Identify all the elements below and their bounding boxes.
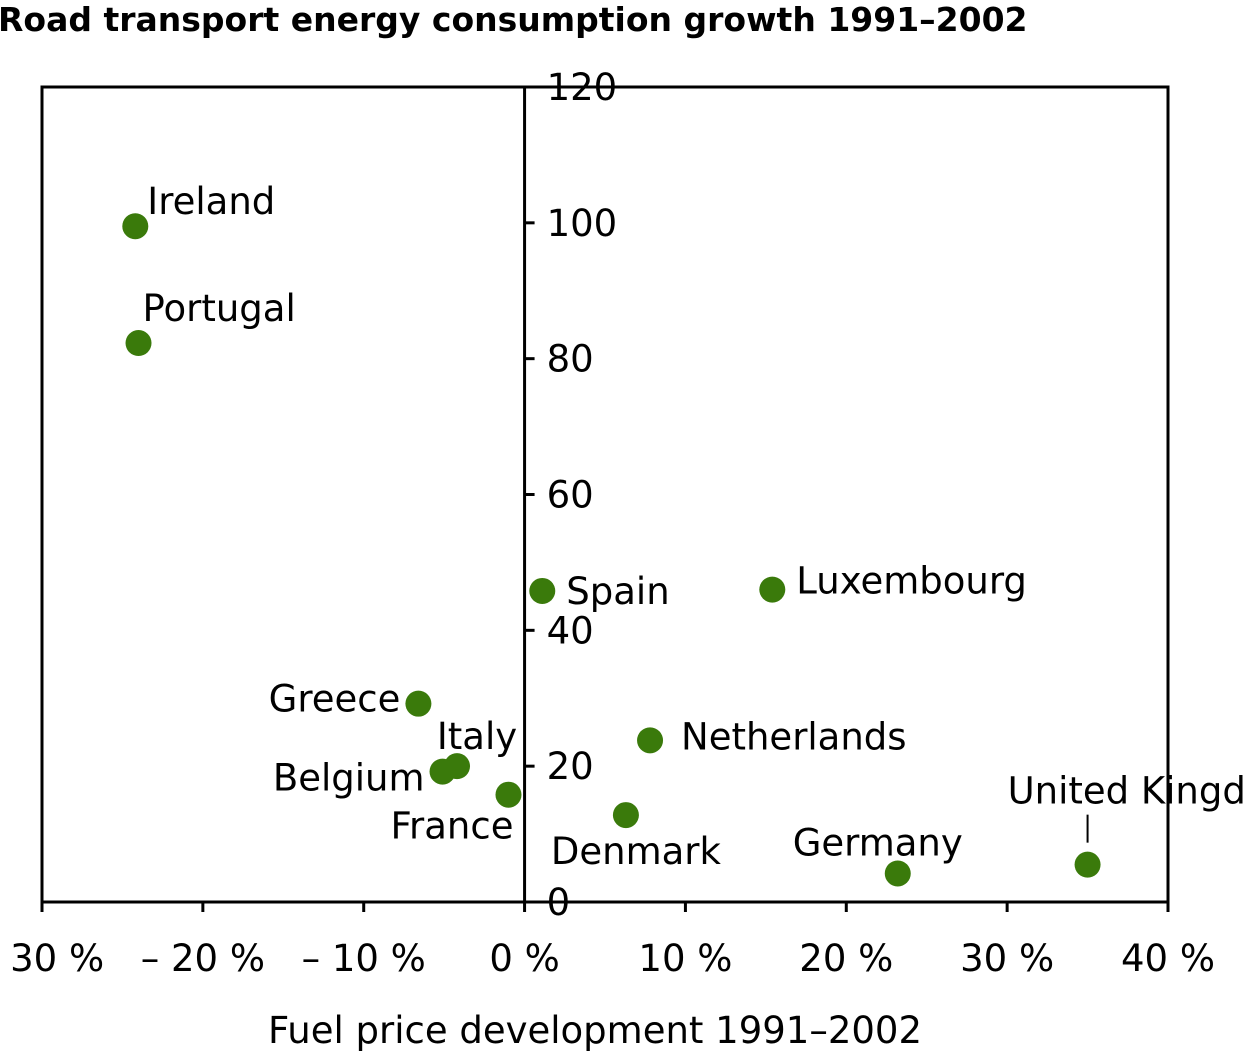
x-tick-label: – 10 %: [302, 937, 426, 980]
y-tick-label: 40: [547, 609, 594, 652]
data-label-france: France: [390, 805, 513, 848]
y-tick-label: 60: [547, 474, 594, 517]
data-label-greece: Greece: [269, 678, 401, 721]
data-point-france: [495, 781, 522, 808]
data-label-netherlands: Netherlands: [681, 715, 907, 758]
y-tick-label: 0: [547, 881, 571, 924]
data-point-netherlands: [637, 727, 664, 754]
data-label-ireland: Ireland: [147, 180, 275, 223]
x-tick-label: – 30 %: [0, 937, 104, 980]
data-point-belgium: [429, 758, 456, 785]
data-label-germany: Germany: [793, 821, 963, 864]
data-label-united-kingdom: United Kingdom: [1008, 770, 1245, 813]
data-point-spain: [529, 577, 556, 604]
x-tick-label: 40 %: [1121, 937, 1215, 980]
chart-title: Road transport energy consumption growth…: [0, 0, 1028, 39]
data-label-denmark: Denmark: [551, 830, 722, 873]
data-label-italy: Italy: [437, 715, 517, 758]
data-point-denmark: [612, 802, 639, 829]
x-tick-label: 20 %: [799, 937, 893, 980]
data-label-portugal: Portugal: [143, 287, 296, 330]
x-tick-label: – 20 %: [141, 937, 265, 980]
data-label-spain: Spain: [566, 570, 669, 613]
data-label-belgium: Belgium: [273, 757, 425, 800]
data-labels: Ireland Portugal Spain Luxembourg Greece Ital…: [143, 180, 1245, 873]
data-point-greece: [405, 690, 432, 717]
data-point-portugal: [125, 330, 152, 357]
y-tick-label: 20: [547, 745, 594, 788]
data-label-luxembourg: Luxembourg: [796, 560, 1027, 603]
x-tick-label: 10 %: [638, 937, 732, 980]
plot-frame: [40, 85, 1170, 904]
x-axis-title: Fuel price development 1991–2002: [268, 1009, 922, 1051]
data-point-germany: [884, 860, 911, 887]
y-axis-ticks: 0 20 40 60 80 100 120: [524, 66, 618, 924]
x-tick-label: 0 %: [489, 937, 559, 980]
data-point-united-kingdom: [1074, 851, 1101, 878]
data-point-ireland: [122, 213, 149, 240]
y-tick-label: 80: [547, 338, 594, 381]
y-tick-label: 100: [547, 202, 618, 245]
data-points: [122, 213, 1101, 887]
y-tick-label: 120: [547, 66, 618, 109]
x-tick-label: 30 %: [960, 937, 1054, 980]
data-point-luxembourg: [759, 576, 786, 603]
x-axis-ticks: – 30 % – 20 % – 10 % 0 % 10 % 20 % 30 % 40 %: [0, 902, 1215, 980]
